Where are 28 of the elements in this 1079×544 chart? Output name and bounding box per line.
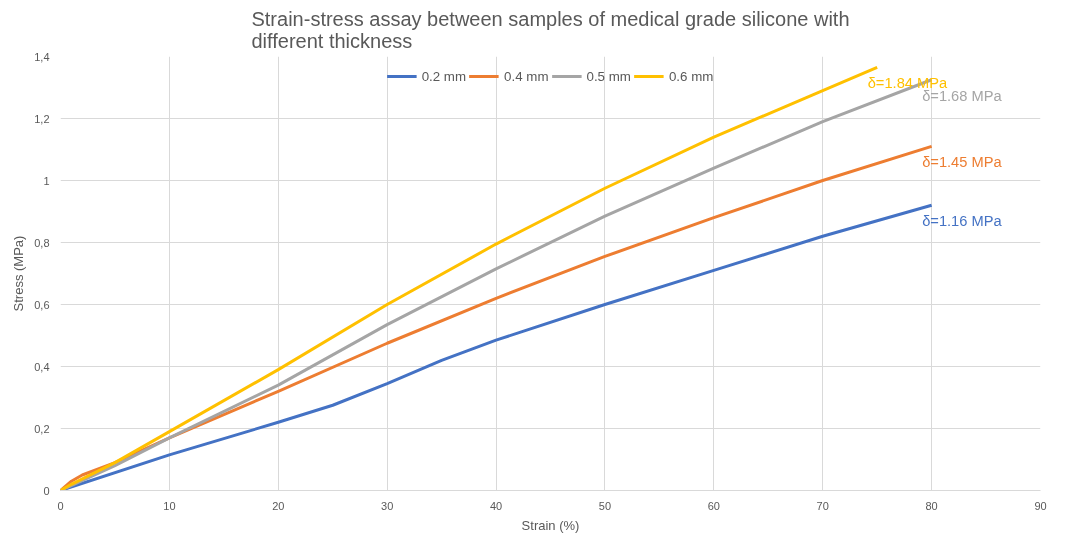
legend-label: 0.2 mm [421, 68, 467, 84]
legend-label: 0.4 mm [504, 68, 549, 84]
legend-label: 0.6 mm [668, 68, 714, 84]
annotation: δ=1.45 MPa [922, 154, 1003, 171]
y-tick-label: 1 [43, 174, 50, 187]
x-tick-label: 10 [163, 499, 176, 512]
x-tick-label: 50 [598, 499, 612, 512]
annotation: δ=1.16 MPa [922, 213, 1003, 230]
annotation: δ=1.68 MPa [922, 87, 1003, 104]
x-tick-label: 30 [381, 499, 394, 512]
y-tick-label: 0,4 [34, 360, 50, 373]
y-tick-label: 1,2 [34, 112, 50, 125]
x-tick-label: 40 [489, 499, 503, 512]
x-tick-label: 60 [707, 499, 720, 512]
y-tick-label: 0 [43, 484, 50, 497]
y-tick-label: 0,6 [34, 298, 50, 311]
y-axis-title: Stress (MPa) [11, 235, 27, 312]
x-tick-label: 80 [925, 499, 938, 512]
x-tick-label: 90 [1034, 499, 1047, 512]
x-tick-label: 0 [57, 499, 64, 512]
y-tick-label: 1,4 [34, 50, 50, 63]
y-tick-label: 0,8 [34, 236, 50, 249]
legend-label: 0.5 mm [586, 68, 631, 84]
x-tick-label: 20 [272, 499, 285, 512]
x-tick-label: 70 [816, 499, 829, 512]
x-axis-title: Strain (%) [521, 517, 580, 533]
y-tick-label: 0,2 [34, 422, 50, 435]
chart-title: Strain-stress assay between samples of medical grade silicone with different thickness [251, 7, 850, 52]
